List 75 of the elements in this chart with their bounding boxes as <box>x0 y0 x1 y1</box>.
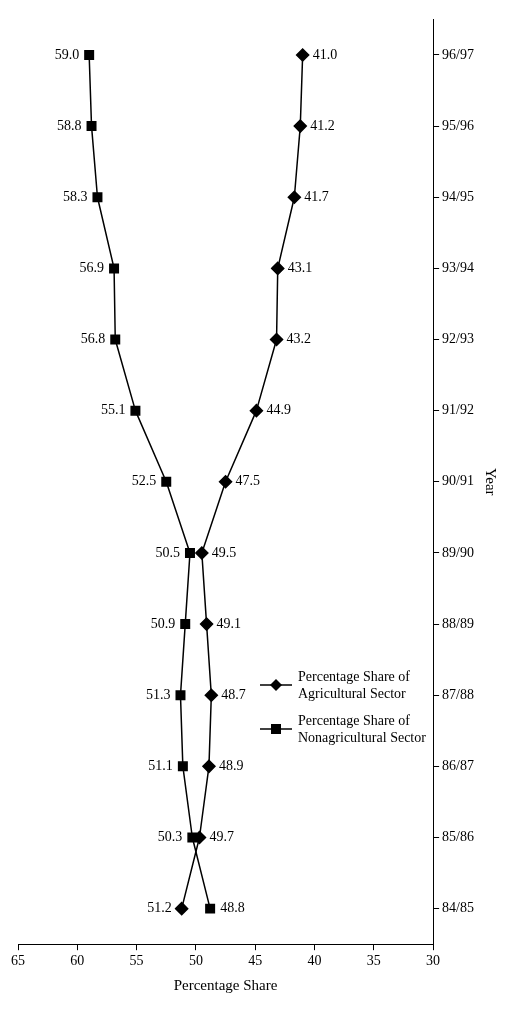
legend-label: Percentage Share of Nonagricultural Sector <box>298 712 427 746</box>
point <box>218 475 233 489</box>
x-tick-label: 60 <box>70 953 85 969</box>
data-label: 51.3 <box>145 686 171 702</box>
point <box>130 405 141 416</box>
point <box>184 547 195 558</box>
point <box>202 759 216 774</box>
point <box>269 332 284 347</box>
data-label: 43.2 <box>286 331 312 347</box>
y-tick-label: 95/96 <box>442 117 474 133</box>
x-tick-label: 35 <box>366 953 381 969</box>
point <box>177 761 188 772</box>
y-tick-label: 84/85 <box>442 900 474 916</box>
data-label: 56.8 <box>80 331 106 347</box>
y-tick-label: 94/95 <box>442 188 474 204</box>
data-label: 41.7 <box>304 188 329 204</box>
y-tick-label: 91/92 <box>442 402 474 418</box>
x-tick-label: 30 <box>426 953 441 969</box>
point <box>110 334 121 345</box>
data-label: 50.9 <box>150 615 176 631</box>
data-label: 49.5 <box>211 544 237 560</box>
data-label: 50.5 <box>155 544 180 560</box>
data-label: 48.9 <box>218 758 244 774</box>
data-label: 52.5 <box>131 473 157 489</box>
y-tick-label: 93/94 <box>442 260 474 276</box>
point <box>180 619 191 630</box>
point <box>195 546 209 560</box>
data-label: 43.1 <box>287 260 313 276</box>
point <box>175 690 186 701</box>
y-tick-label: 85/86 <box>442 829 474 845</box>
point <box>249 403 264 418</box>
point <box>287 190 302 204</box>
legend-label: Percentage Share of Agricultural Sector <box>298 668 411 702</box>
point <box>174 901 189 916</box>
y-tick-label: 89/90 <box>442 544 474 560</box>
x-tick-label: 65 <box>11 953 25 969</box>
data-label: 50.3 <box>157 829 183 845</box>
data-label: 47.5 <box>235 473 261 489</box>
point <box>84 49 95 60</box>
data-label: 51.2 <box>147 900 172 916</box>
point <box>205 903 216 914</box>
y-tick-label: 88/89 <box>442 615 474 631</box>
data-label: 48.8 <box>220 900 245 916</box>
data-label: 55.1 <box>100 402 126 418</box>
data-label: 49.1 <box>216 615 242 631</box>
y-tick-label: 86/87 <box>442 758 474 774</box>
point <box>199 617 214 631</box>
data-label: 51.1 <box>148 758 173 774</box>
point <box>270 261 285 276</box>
point <box>295 48 310 62</box>
y-tick-label: 92/93 <box>442 331 474 347</box>
data-label: 56.9 <box>79 260 105 276</box>
x-tick-label: 40 <box>307 953 322 969</box>
data-label: 49.7 <box>209 829 234 845</box>
point <box>293 119 308 133</box>
point <box>204 688 219 702</box>
y-axis-title: Year <box>483 467 500 496</box>
x-tick-label: 45 <box>248 953 263 969</box>
point <box>92 192 103 203</box>
data-label: 58.8 <box>57 117 82 133</box>
y-tick-label: 96/97 <box>442 46 474 62</box>
data-label: 44.9 <box>266 402 291 418</box>
x-axis-title: Percentage Share <box>173 976 278 993</box>
y-tick-label: 90/91 <box>442 473 474 489</box>
point <box>86 121 97 132</box>
point <box>109 263 120 274</box>
data-label: 58.3 <box>62 188 88 204</box>
x-tick-label: 55 <box>129 953 144 969</box>
point <box>161 476 172 487</box>
x-tick-label: 50 <box>188 953 203 969</box>
data-label: 41.0 <box>312 46 338 62</box>
data-label: 59.0 <box>54 46 80 62</box>
data-label: 48.7 <box>221 686 246 702</box>
y-tick-label: 87/88 <box>442 686 474 702</box>
data-label: 41.2 <box>310 117 335 133</box>
